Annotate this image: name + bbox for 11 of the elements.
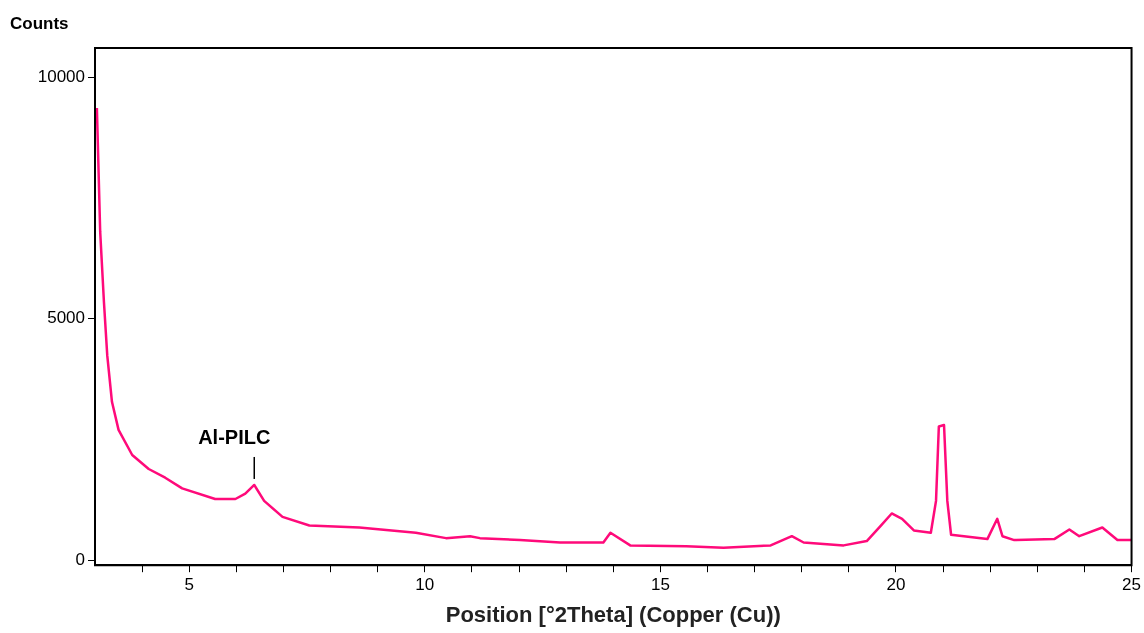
y-tick-label: 5000 bbox=[47, 308, 85, 328]
x-axis-title: Position [°2Theta] (Copper (Cu)) bbox=[445, 601, 781, 627]
annotation: Al-PILC bbox=[198, 426, 271, 449]
x-tick-label: 25 bbox=[1122, 575, 1142, 595]
x-tick-label: 20 bbox=[886, 575, 906, 595]
x-tick-label: 15 bbox=[650, 575, 670, 595]
y-axis-title: Counts bbox=[10, 13, 69, 33]
y-tick-label: 0 bbox=[75, 550, 85, 570]
y-tick-label: 10000 bbox=[37, 66, 85, 86]
x-tick-label: 5 bbox=[184, 575, 194, 595]
x-tick-label: 10 bbox=[415, 575, 435, 595]
